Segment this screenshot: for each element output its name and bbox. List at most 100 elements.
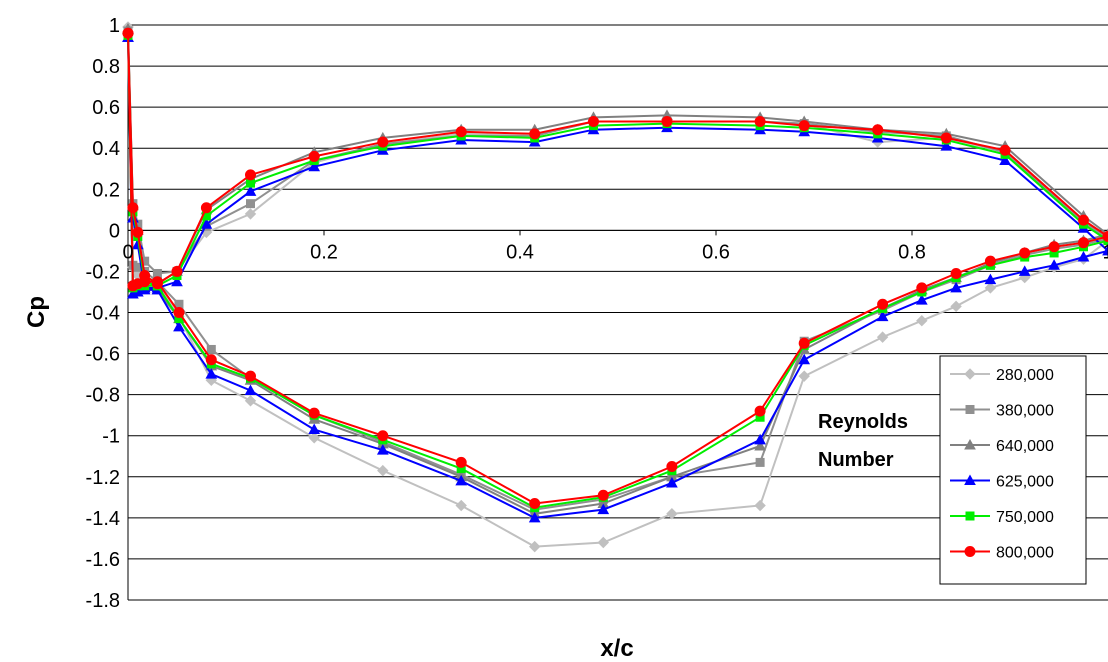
data-point [1048,259,1060,270]
data-point [754,433,766,445]
data-point [876,331,889,343]
data-point [173,320,185,332]
y-tick-label: 0.8 [92,56,120,78]
data-point [171,265,183,277]
x-axis-title: x/c [600,635,633,662]
data-point [872,124,884,136]
data-point [1102,244,1108,256]
y-tick-label: 0.4 [92,138,120,160]
y-tick-label: -1.4 [86,508,120,530]
data-point [205,368,218,379]
x-tick-label: 0.2 [310,241,338,263]
data-point [308,432,320,444]
data-point [950,300,962,313]
y-tick-label: -0.6 [86,344,120,366]
data-point [661,116,673,128]
legend-swatch-marker [964,546,976,557]
data-point [376,444,389,455]
data-point [455,499,467,512]
data-point [755,457,765,467]
series-800000 [122,27,1108,509]
data-point [244,384,257,396]
data-point [940,140,953,151]
data-point [132,226,144,238]
legend-swatch-marker [964,368,976,380]
data-point [529,497,541,509]
data-point [171,275,183,287]
data-point [798,353,811,365]
data-point [377,430,389,442]
legend-swatch-marker [964,474,976,485]
legend-swatch-marker [965,511,975,521]
data-point [377,136,389,148]
data-point [588,116,599,128]
legend: 280,000 380,000 640,000 625,000 750,000 800,0… [939,355,1087,585]
data-point [597,536,610,549]
legend-label: 280,000 [996,367,1054,384]
data-point [308,407,320,419]
data-point [877,298,889,310]
legend-box [939,355,1087,585]
data-point [798,120,810,132]
axes [127,25,1108,600]
data-point [127,202,139,214]
data-point [1019,247,1031,259]
data-point [940,132,952,144]
data-point [999,144,1011,156]
data-point [127,287,139,299]
series-line [127,27,1108,548]
data-point [1078,237,1089,249]
data-point [205,354,217,366]
reynolds-annotation-line1: Reynolds [818,411,908,433]
data-point [916,315,928,327]
data-point [455,126,467,138]
data-point [127,280,139,292]
y-tick-label: 1 [109,15,120,37]
legend-label: 380,000 [996,403,1054,420]
legend-item: 640,000 [950,438,1054,455]
data-point [1102,231,1108,243]
series-line [127,37,1108,519]
legend-label: 750,000 [996,509,1054,526]
data-point [754,116,766,128]
data-point [528,540,541,553]
data-point [754,439,766,451]
y-tick-label: -1 [102,426,120,448]
legend-item: 750,000 [950,509,1054,526]
legend-label: 640,000 [996,438,1054,455]
data-point [455,474,468,486]
y-tick-label: -1.8 [86,590,120,612]
data-point [597,489,609,501]
y-tick-label: -1.6 [86,549,120,571]
y-tick-label: 0.2 [92,179,120,201]
data-point [455,456,467,468]
data-point [798,337,810,349]
data-point [122,27,134,39]
legend-item: 280,000 [950,367,1054,384]
data-point [308,423,321,435]
legend-label: 800,000 [996,545,1054,562]
x-tick-label: 0.8 [898,241,926,263]
data-point [666,476,678,488]
data-point [1078,214,1089,226]
data-point [245,370,256,382]
data-point [984,273,997,285]
y-axis-title: Cp [23,296,50,328]
data-point [984,255,996,267]
data-point [666,508,678,520]
series-line [127,33,1108,505]
data-point [244,395,257,407]
y-tick-label: -0.4 [86,303,120,325]
data-point [377,464,389,477]
legend-item: 800,000 [950,545,1054,562]
data-point [529,128,541,140]
data-point [950,267,962,279]
data-point [1048,241,1060,253]
data-point [754,499,766,512]
reynolds-annotation-line2: Number [818,449,894,471]
data-point [244,208,257,220]
data-point [308,150,320,162]
series-line [127,35,1108,509]
data-point [245,169,256,181]
